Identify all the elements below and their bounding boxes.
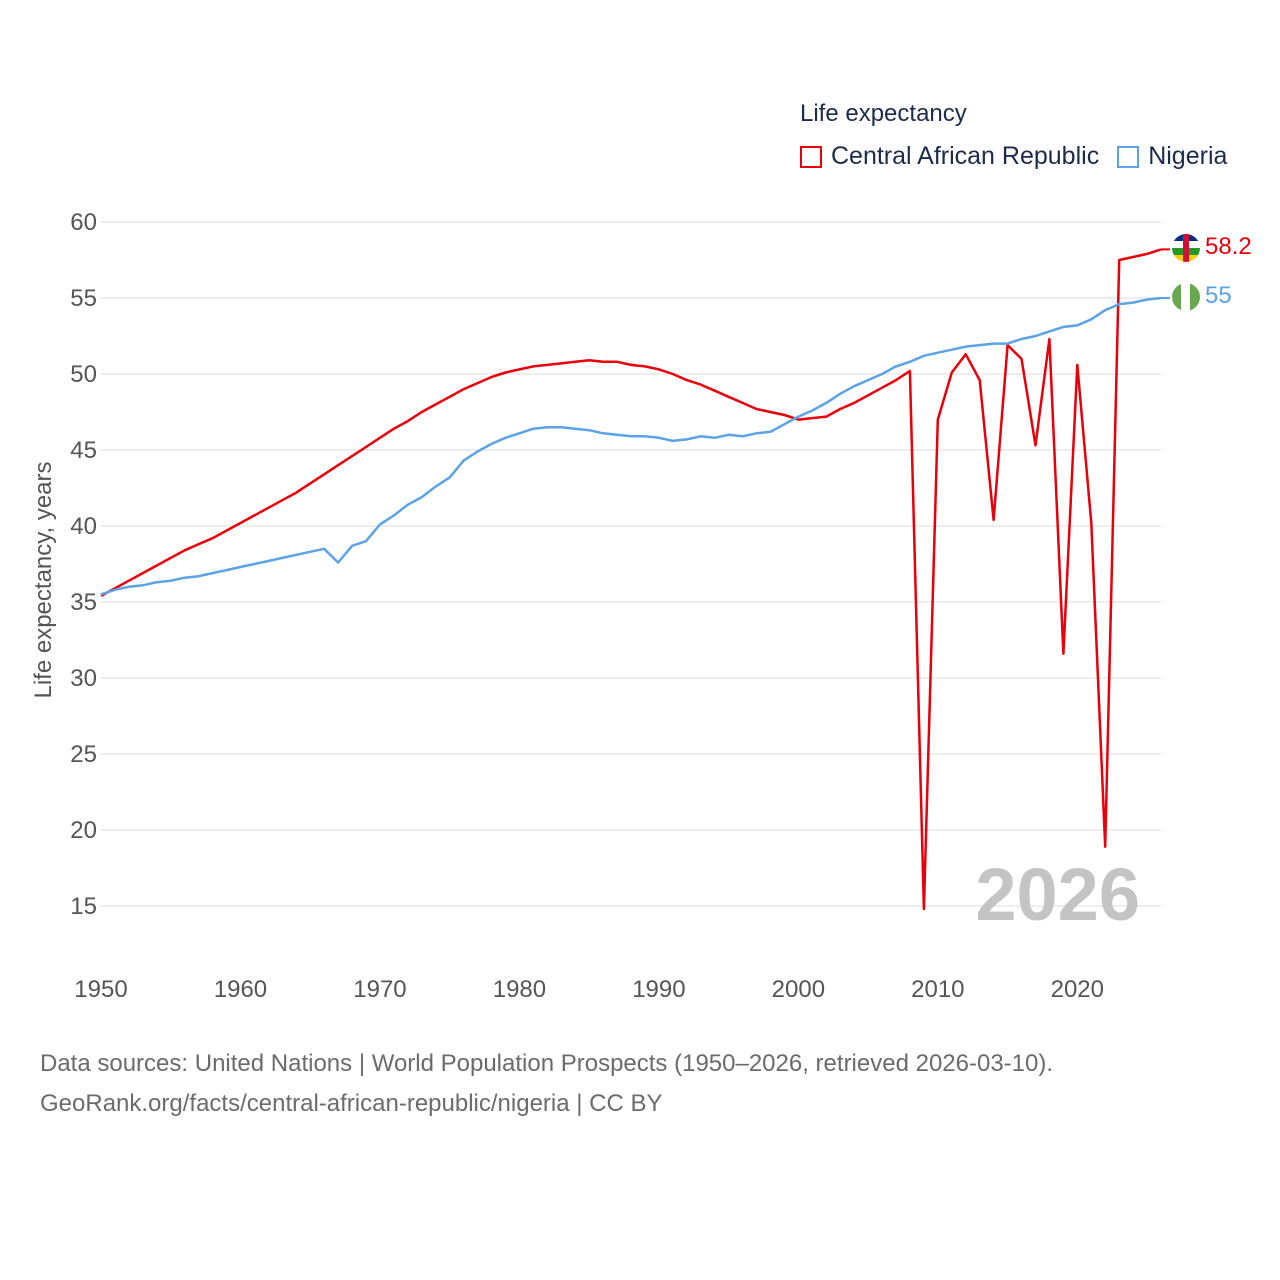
x-tick-label: 1990 — [632, 976, 685, 1003]
x-tick-label: 1980 — [493, 976, 546, 1003]
x-tick-label: 1950 — [74, 976, 127, 1003]
car-end-value-label: 58.2 — [1205, 233, 1252, 260]
nigeria-end-value-label: 55 — [1205, 282, 1232, 309]
series-line-nigeria[interactable] — [100, 296, 1162, 596]
gridlines — [101, 221, 1161, 907]
x-tick-label: 1960 — [214, 976, 267, 1003]
legend-swatch-car — [800, 145, 822, 168]
legend-label-car: Central African Republic — [831, 142, 1100, 170]
source-link[interactable]: GeoRank.org/facts/central-african-republ… — [40, 1090, 663, 1117]
y-tick-label: 30 — [70, 665, 97, 692]
series-lines — [100, 248, 1170, 911]
legend-item-nigeria[interactable]: Nigeria — [1117, 142, 1227, 171]
y-axis-ticks: 60 55 50 45 40 35 30 25 20 15 — [70, 209, 97, 920]
series-line-central-african-republic[interactable] — [100, 248, 1162, 911]
y-tick-label: 40 — [70, 513, 97, 540]
central-african-republic-flag-icon — [1172, 234, 1200, 262]
y-axis-label: Life expectancy, years — [30, 461, 57, 698]
source-note: Data sources: United Nations | World Pop… — [40, 1044, 1053, 1124]
legend: Central African Republic Nigeria — [800, 142, 1245, 171]
legend-item-central-african-republic[interactable]: Central African Republic — [800, 142, 1099, 171]
x-tick-label: 1970 — [353, 976, 406, 1003]
y-tick-label: 25 — [70, 741, 97, 768]
y-tick-label: 15 — [70, 893, 97, 920]
source-line: Data sources: United Nations | World Pop… — [40, 1050, 1054, 1077]
legend-label-nigeria: Nigeria — [1148, 142, 1228, 170]
y-tick-label: 45 — [70, 437, 97, 464]
x-axis-ticks: 1950 1960 1970 1980 1990 2000 2010 2020 — [74, 976, 1104, 1003]
x-tick-label: 2010 — [911, 976, 964, 1003]
legend-title: Life expectancy — [800, 100, 967, 127]
y-tick-label: 55 — [70, 285, 97, 312]
x-tick-label: 2020 — [1051, 976, 1104, 1003]
x-tick-label: 2000 — [772, 976, 825, 1003]
y-tick-label: 20 — [70, 817, 97, 844]
year-watermark: 2026 — [975, 853, 1140, 936]
nigeria-flag-icon — [1172, 283, 1200, 311]
y-tick-label: 60 — [70, 209, 97, 236]
y-tick-label: 35 — [70, 589, 97, 616]
y-tick-label: 50 — [70, 361, 97, 388]
legend-swatch-nigeria — [1117, 145, 1140, 168]
